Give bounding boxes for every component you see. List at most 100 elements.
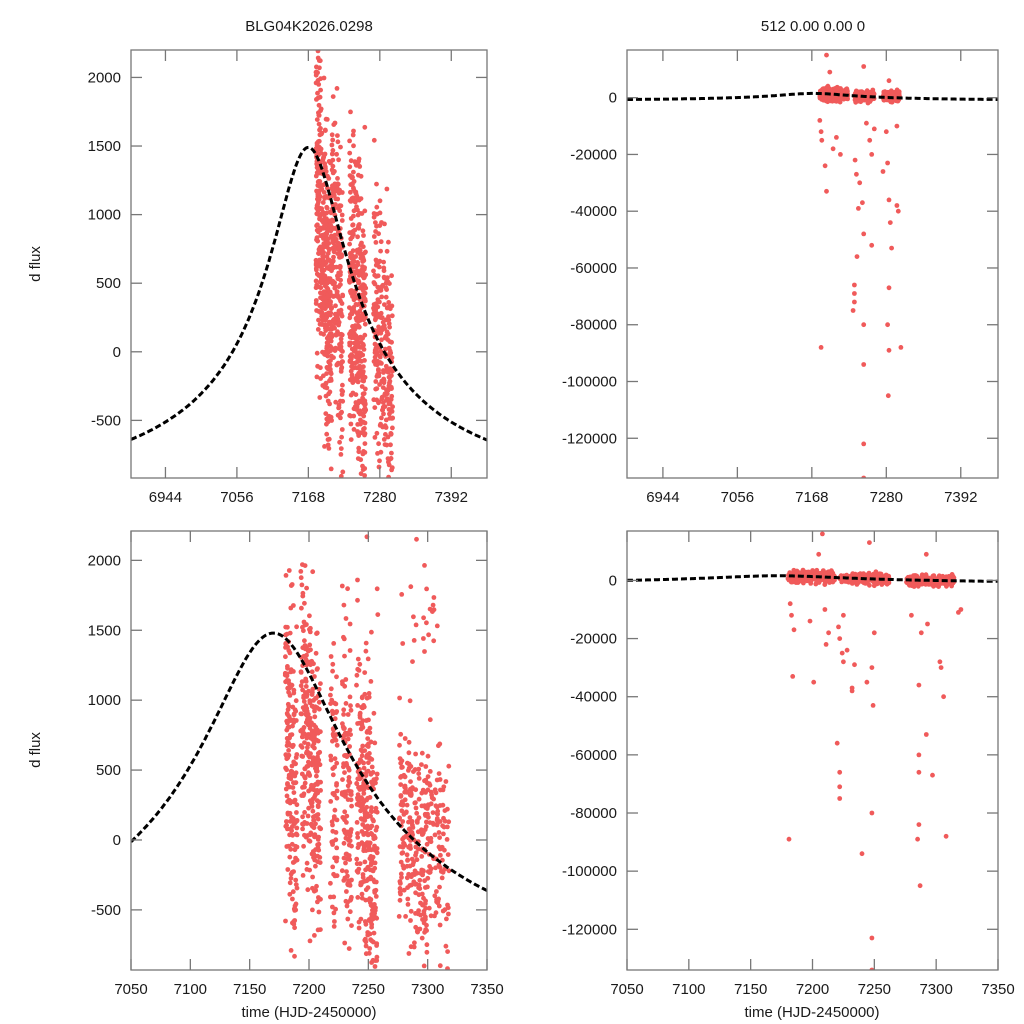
data-point (351, 406, 357, 412)
data-point (315, 779, 321, 785)
data-point (433, 865, 438, 871)
data-point (339, 409, 344, 415)
data-point (300, 727, 306, 733)
data-point (289, 582, 295, 587)
data-point (328, 686, 334, 692)
data-point (402, 736, 408, 741)
data-point (834, 135, 839, 140)
data-point (365, 826, 371, 832)
data-point (426, 905, 432, 911)
data-point (431, 607, 437, 613)
data-point (318, 146, 324, 152)
data-point (940, 573, 946, 579)
data-point (303, 693, 309, 699)
data-point (373, 894, 379, 899)
data-point (420, 868, 426, 874)
data-point (291, 921, 297, 927)
data-point (376, 464, 382, 470)
data-point (367, 946, 373, 951)
data-point (329, 151, 335, 157)
data-point (298, 569, 304, 574)
data-point (284, 767, 289, 773)
data-point (377, 423, 383, 428)
data-point (398, 891, 403, 897)
data-point (316, 909, 322, 915)
data-point (330, 163, 336, 169)
data-point (310, 874, 315, 880)
data-point (306, 770, 311, 776)
data-point (294, 810, 299, 815)
data-point (364, 729, 370, 735)
data-point (441, 784, 447, 790)
data-point (318, 295, 323, 301)
data-point (360, 743, 366, 749)
data-point (338, 277, 343, 283)
data-point (412, 800, 418, 806)
data-point (355, 703, 360, 708)
data-point (938, 665, 944, 670)
data-point (372, 835, 378, 841)
data-point (381, 376, 387, 382)
data-point (358, 345, 363, 350)
data-point (314, 117, 320, 122)
data-point (315, 816, 321, 822)
data-point (361, 704, 367, 710)
data-point (337, 310, 343, 316)
data-point (304, 735, 310, 741)
data-point (804, 578, 810, 584)
data-point (325, 398, 331, 404)
data-point (321, 155, 326, 161)
data-point (346, 775, 352, 780)
data-point (313, 821, 318, 827)
data-point (339, 392, 345, 397)
data-point (380, 324, 386, 330)
data-point (937, 659, 943, 665)
data-point (331, 910, 337, 916)
data-point (358, 255, 364, 261)
data-point (319, 322, 325, 327)
data-point (311, 825, 317, 831)
data-point (916, 752, 922, 758)
data-point (291, 669, 296, 674)
data-point (329, 839, 335, 845)
data-point (380, 385, 386, 390)
data-point (383, 346, 388, 352)
data-point (310, 689, 315, 695)
data-point (298, 711, 304, 717)
data-point (347, 909, 353, 915)
data-point (314, 667, 320, 672)
data-point (374, 181, 379, 187)
data-point (426, 632, 431, 638)
y-tick-label: -500 (91, 902, 121, 919)
data-point (310, 808, 316, 814)
data-point (424, 928, 429, 933)
data-point (359, 722, 365, 728)
data-point (342, 732, 348, 738)
data-point (340, 721, 345, 727)
data-point (322, 127, 328, 133)
data-point (364, 695, 370, 701)
data-point (439, 875, 445, 881)
data-point (373, 879, 379, 885)
data-point (348, 189, 353, 195)
data-point (425, 774, 431, 779)
data-point (437, 777, 443, 782)
data-point (332, 716, 338, 722)
data-point (420, 902, 425, 908)
data-point (283, 918, 288, 924)
data-point (379, 315, 385, 321)
data-point (316, 247, 322, 252)
data-point (315, 751, 321, 756)
data-point (313, 278, 319, 284)
data-point (361, 832, 367, 837)
data-point (298, 743, 304, 749)
data-point (335, 240, 341, 246)
data-point (849, 688, 855, 694)
data-point (871, 630, 877, 636)
data-point (300, 593, 306, 599)
data-point (310, 731, 315, 737)
data-point (384, 248, 390, 254)
data-point (328, 376, 334, 382)
data-point (320, 260, 326, 266)
data-point (389, 313, 395, 319)
